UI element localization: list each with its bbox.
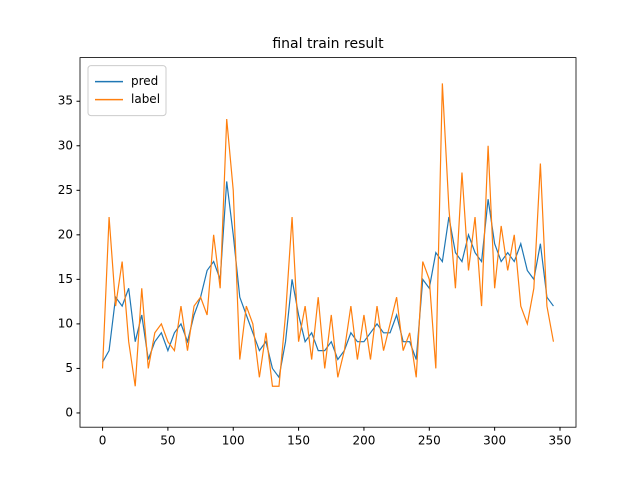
y-tick-label: 25 <box>58 183 73 197</box>
x-tick-label: 300 <box>483 434 506 448</box>
x-tick-label: 350 <box>549 434 572 448</box>
x-tick-label: 100 <box>222 434 245 448</box>
y-tick-label: 35 <box>58 94 73 108</box>
chart-title: final train result <box>272 36 384 52</box>
x-tick-label: 50 <box>160 434 175 448</box>
x-tick-label: 0 <box>99 434 107 448</box>
legend-label: label <box>131 92 160 106</box>
x-tick-label: 250 <box>418 434 441 448</box>
y-tick-label: 0 <box>65 405 73 419</box>
series-line <box>101 83 555 387</box>
x-tick-label: 150 <box>287 434 310 448</box>
y-tick-label: 5 <box>65 361 73 375</box>
legend-label: pred <box>131 74 158 88</box>
legend-box <box>87 65 167 117</box>
x-tick-label: 200 <box>352 434 375 448</box>
y-tick-label: 30 <box>58 138 73 152</box>
y-tick-label: 20 <box>58 227 73 241</box>
y-tick-label: 10 <box>58 316 73 330</box>
y-tick-label: 15 <box>58 272 73 286</box>
plot-frame <box>79 57 577 428</box>
